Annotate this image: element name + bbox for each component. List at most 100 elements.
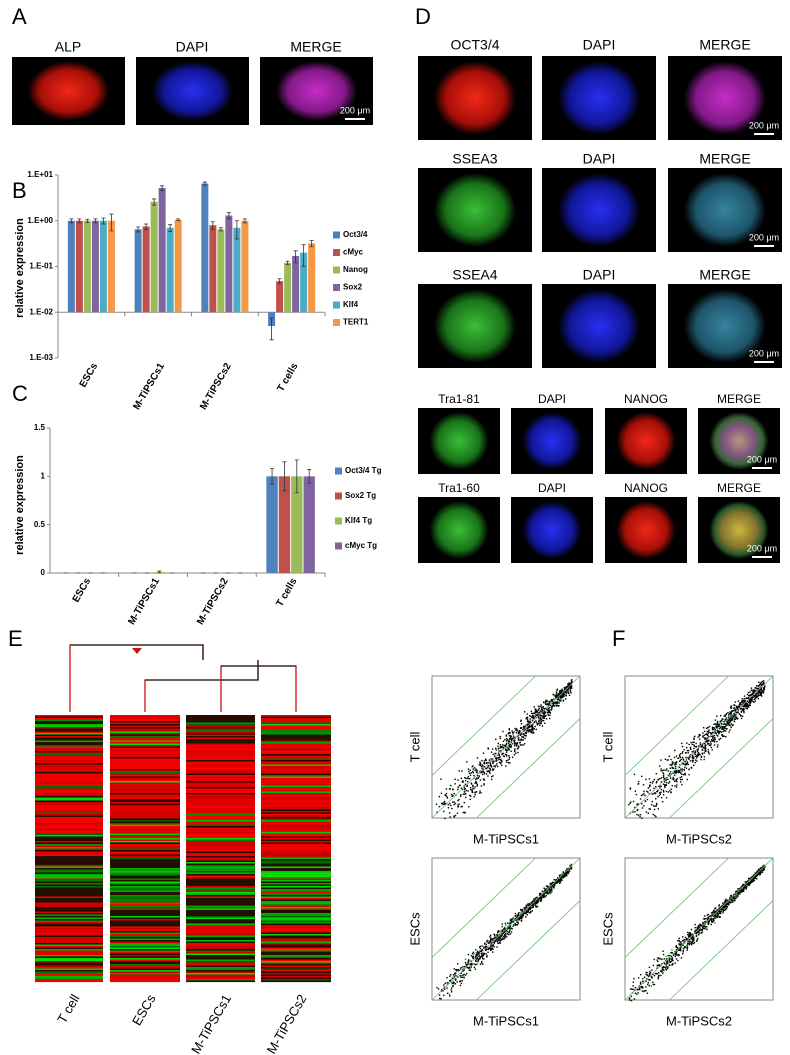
point — [514, 745, 515, 746]
point — [726, 717, 727, 718]
heatmap-row — [186, 867, 255, 869]
heatmap-row — [261, 802, 331, 804]
point — [652, 982, 653, 983]
point — [518, 738, 519, 739]
heatmap-row — [110, 904, 180, 906]
point — [521, 736, 522, 737]
heatmap-row — [261, 715, 331, 717]
point — [553, 698, 554, 699]
point — [457, 779, 458, 780]
heatmap-row — [186, 927, 255, 929]
point — [693, 939, 694, 940]
heatmap-row — [261, 817, 331, 819]
point — [702, 931, 703, 932]
point — [648, 813, 649, 814]
heatmap-row — [186, 954, 255, 956]
heatmap-row — [261, 943, 331, 945]
x-tick-label: M-TiPSCs1 — [131, 361, 167, 412]
point — [463, 977, 464, 978]
point — [570, 689, 571, 690]
point — [663, 794, 664, 795]
point — [468, 768, 469, 769]
point — [524, 738, 525, 739]
point — [549, 701, 550, 702]
point — [638, 781, 639, 782]
point — [763, 869, 764, 870]
point — [724, 724, 725, 725]
heatmap-row — [261, 900, 331, 902]
point — [727, 904, 728, 905]
heatmap-row — [35, 916, 103, 918]
point — [490, 940, 491, 941]
legend-swatch — [333, 319, 340, 326]
point — [682, 768, 683, 769]
point — [647, 993, 648, 994]
point — [458, 806, 459, 807]
heatmap-row — [261, 976, 331, 978]
point — [719, 910, 720, 911]
point — [458, 770, 459, 771]
point — [518, 914, 519, 915]
point — [551, 891, 552, 892]
point — [689, 943, 690, 944]
point — [520, 744, 521, 745]
heatmap-row — [261, 861, 331, 863]
point — [695, 756, 696, 757]
heatmap-row — [35, 778, 103, 780]
point — [444, 818, 445, 819]
point — [742, 715, 743, 716]
point — [686, 945, 687, 946]
point — [742, 701, 743, 702]
legend-label: Klf4 Tg — [345, 516, 372, 525]
heatmap-row — [35, 975, 103, 977]
heatmap-row — [261, 763, 331, 765]
point — [477, 951, 478, 952]
point — [666, 785, 667, 786]
point — [502, 731, 503, 732]
point — [663, 790, 664, 791]
point — [702, 922, 703, 923]
point — [728, 731, 729, 732]
point — [659, 765, 660, 766]
heatmap-row — [261, 909, 331, 911]
point — [712, 911, 713, 912]
point — [544, 890, 545, 891]
heatmap-row — [186, 885, 255, 887]
point — [710, 745, 711, 746]
point — [532, 713, 533, 714]
point — [514, 728, 515, 729]
point — [467, 962, 468, 963]
point — [678, 772, 679, 773]
heatmap-row — [35, 750, 103, 752]
point — [564, 876, 565, 877]
heatmap-row — [186, 865, 255, 867]
point — [662, 968, 663, 969]
heatmap-row — [186, 795, 255, 797]
point — [499, 937, 500, 938]
point — [484, 760, 485, 761]
heatmap-row — [110, 969, 180, 971]
point — [457, 804, 458, 805]
point — [497, 932, 498, 933]
heatmap-row — [110, 952, 180, 954]
point — [486, 773, 487, 774]
point — [691, 929, 692, 930]
bar — [76, 221, 83, 313]
point — [543, 708, 544, 709]
point — [712, 749, 713, 750]
heatmap-row — [110, 760, 180, 762]
heatmap-row — [186, 804, 255, 806]
point — [651, 793, 652, 794]
point — [503, 753, 504, 754]
point — [682, 751, 683, 752]
point — [679, 942, 680, 943]
heatmap-row — [35, 760, 103, 762]
point — [725, 719, 726, 720]
point — [446, 987, 447, 988]
heatmap-row — [186, 909, 255, 911]
point — [461, 778, 462, 779]
point — [551, 709, 552, 710]
point — [682, 757, 683, 758]
point — [758, 869, 759, 870]
point — [669, 960, 670, 961]
